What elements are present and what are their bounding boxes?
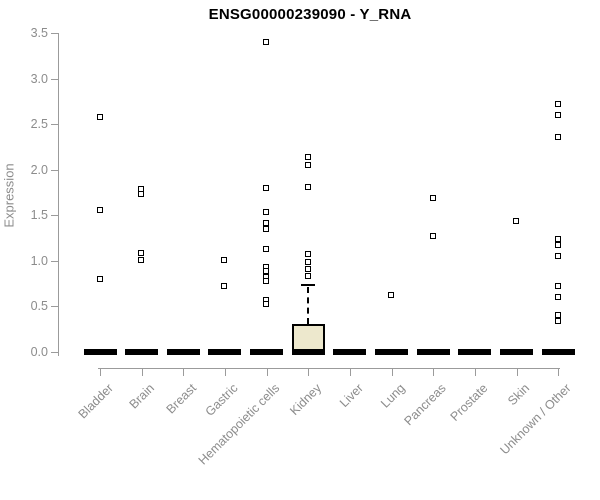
outlier-point [263, 219, 270, 226]
outlier-point [263, 301, 270, 308]
x-tick-label-breast: Breast [163, 380, 200, 416]
x-tick-label-lung: Lung [377, 380, 408, 411]
outlier-point [96, 114, 103, 121]
median-line [458, 349, 492, 355]
x-tick [183, 367, 185, 376]
y-tick [51, 124, 58, 126]
median-line [416, 349, 450, 355]
outlier-point [304, 154, 311, 161]
outlier-point [388, 291, 395, 298]
outlier-point [96, 207, 103, 214]
outlier-point [263, 278, 270, 285]
y-axis-label: Expression [1, 163, 17, 228]
y-tick [51, 169, 58, 171]
y-tick [51, 33, 58, 34]
outlier-point [304, 184, 311, 191]
x-tick [558, 367, 560, 376]
outlier-point [554, 293, 561, 300]
x-tick [266, 367, 268, 376]
x-tick-label-pancreas: Pancreas [401, 380, 450, 428]
outlier-point [554, 252, 561, 259]
x-axis-line [98, 367, 561, 369]
median-line [375, 349, 409, 355]
outlier-point [429, 195, 436, 202]
outlier-point [304, 250, 311, 257]
outlier-point [554, 241, 561, 248]
outlier-point [138, 257, 145, 264]
x-tick [141, 367, 143, 376]
outlier-point [554, 282, 561, 289]
y-tick [51, 260, 58, 262]
whisker-cap [301, 284, 316, 287]
y-tick-label: 1.5 [30, 208, 48, 223]
median-line [125, 349, 159, 355]
x-tick [474, 367, 476, 376]
outlier-point [554, 111, 561, 118]
x-tick-label-prostate: Prostate [448, 380, 491, 424]
median-line [500, 349, 534, 355]
outlier-point [513, 218, 520, 225]
outlier-point [263, 209, 270, 216]
x-tick [308, 367, 310, 376]
x-tick [433, 367, 435, 376]
y-tick [51, 352, 58, 353]
outlier-point [96, 276, 103, 283]
whisker [307, 287, 310, 324]
x-tick [100, 367, 101, 376]
outlier-point [263, 246, 270, 253]
x-tick [224, 367, 226, 376]
y-tick-label: 2.0 [30, 162, 48, 177]
median-line [291, 349, 325, 355]
y-tick-label: 2.5 [30, 117, 48, 132]
y-tick-label: 1.0 [30, 253, 48, 268]
outlier-point [429, 232, 436, 239]
median-line [541, 349, 575, 355]
outlier-point [304, 272, 311, 279]
outlier-point [304, 161, 311, 168]
y-tick-label: 0.0 [30, 345, 48, 359]
x-tick-label-unknown-other: Unknown / Other [497, 380, 575, 457]
outlier-point [221, 257, 228, 264]
outlier-point [221, 282, 228, 289]
y-tick-label: 0.5 [30, 299, 48, 314]
y-tick [51, 215, 58, 217]
y-tick-label: 3.0 [30, 71, 48, 86]
outlier-point [263, 226, 270, 233]
median-line [166, 349, 200, 355]
x-tick-label-hematopoietic-cells: Hematopoietic cells [195, 380, 283, 468]
outlier-point [554, 100, 561, 107]
outlier-point [138, 250, 145, 257]
x-tick-label-bladder: Bladder [75, 380, 116, 421]
x-tick-label-liver: Liver [336, 380, 366, 410]
median-line [83, 349, 117, 355]
y-tick [51, 78, 58, 80]
y-tick-label: 3.5 [30, 26, 48, 40]
x-tick-label-gastric: Gastric [202, 380, 241, 419]
x-tick [391, 367, 393, 376]
outlier-point [554, 317, 561, 324]
outlier-point [263, 185, 270, 192]
outlier-point [263, 38, 270, 45]
chart-title: ENSG00000239090 - Y_RNA [208, 6, 412, 23]
median-line [333, 349, 367, 355]
outlier-point [304, 265, 311, 272]
outlier-point [554, 134, 561, 141]
x-tick-label-kidney: Kidney [287, 380, 325, 418]
x-tick [516, 367, 518, 376]
x-tick-label-skin: Skin [505, 380, 533, 408]
outlier-point [138, 190, 145, 197]
x-tick-label-brain: Brain [127, 380, 158, 412]
x-tick [349, 367, 351, 376]
y-tick [51, 306, 58, 308]
y-axis-line [58, 33, 59, 356]
outlier-point [304, 259, 311, 266]
median-line [208, 349, 242, 355]
median-line [250, 349, 284, 355]
